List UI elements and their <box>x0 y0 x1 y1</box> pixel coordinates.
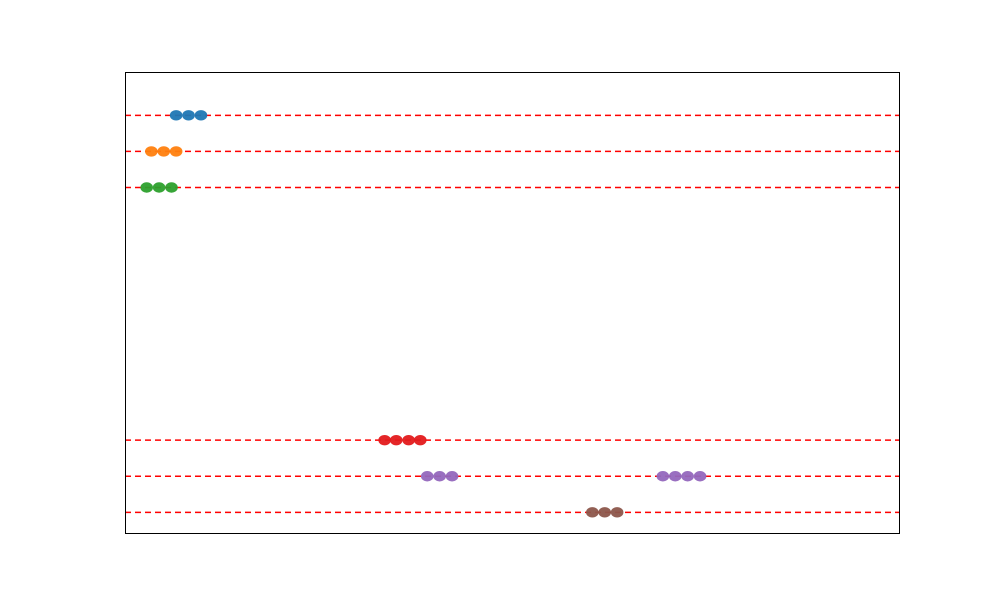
data-point-s1-3 <box>194 110 208 121</box>
data-point-s3-3 <box>165 182 178 193</box>
data-point-s5-3 <box>445 471 459 482</box>
data-point-s3-2 <box>152 182 166 193</box>
plot-background <box>125 72 900 534</box>
data-point-s3-1 <box>140 182 153 193</box>
reference-lines <box>125 114 900 514</box>
data-point-s5-5 <box>668 471 682 482</box>
data-point-s4-2 <box>389 434 403 446</box>
data-point-s6-1 <box>586 507 599 518</box>
data-point-s1-2 <box>182 110 195 121</box>
data-point-s1-1 <box>169 110 183 121</box>
data-point-s5-4 <box>656 471 670 482</box>
data-point-s2-1 <box>145 146 158 157</box>
data-point-s5-2 <box>433 471 446 482</box>
data-point-s4-3 <box>402 434 415 446</box>
data-point-s4-4 <box>413 434 427 446</box>
data-point-s2-3 <box>169 146 183 157</box>
data-point-s5-6 <box>681 471 694 482</box>
axes-border <box>125 72 900 534</box>
plot-frame <box>125 72 900 534</box>
data-points <box>140 110 707 518</box>
plot-area <box>125 72 900 534</box>
data-point-s5-7 <box>693 471 707 482</box>
data-point-s4-1 <box>378 434 391 446</box>
data-point-s6-3 <box>610 507 624 518</box>
data-point-s2-2 <box>157 146 171 157</box>
data-point-s6-2 <box>598 507 612 518</box>
data-point-s5-1 <box>420 471 434 482</box>
